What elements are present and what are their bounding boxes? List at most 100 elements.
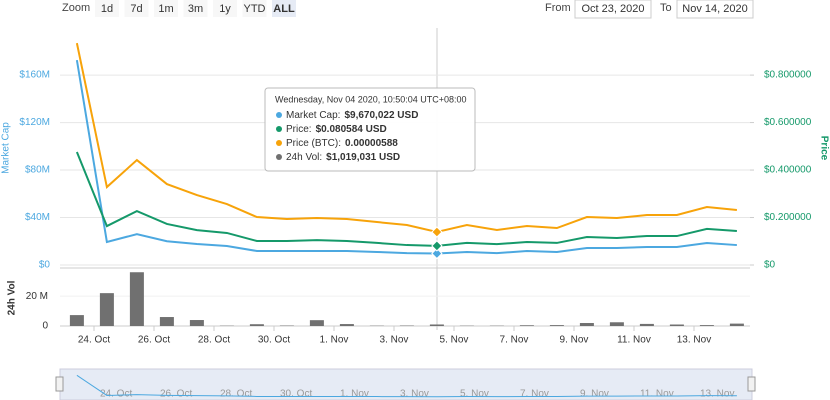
hover-marker: [431, 247, 443, 260]
tooltip-bullet: [276, 140, 282, 146]
zoom-button[interactable]: [124, 0, 149, 17]
zoom-button[interactable]: [183, 0, 208, 17]
zoom-button-label[interactable]: 7d: [130, 3, 142, 15]
y-tick-label: $120M: [19, 117, 50, 128]
zoom-button-label[interactable]: 1d: [101, 3, 113, 15]
tooltip-item: Market Cap: $9,670,022 USD: [286, 110, 418, 121]
navigator-label: 5. Nov: [460, 389, 489, 400]
x-tick-label: 28. Oct: [198, 335, 230, 346]
zoom-button[interactable]: [213, 0, 237, 17]
volume-bar: [159, 317, 174, 326]
zoom-button-label[interactable]: YTD: [244, 3, 266, 15]
zoom-button-label[interactable]: 1y: [219, 3, 231, 15]
volume-bar: [639, 323, 654, 326]
x-tick-label: 1. Nov: [320, 335, 349, 346]
zoom-button[interactable]: [272, 0, 296, 17]
volume-bar: [339, 324, 354, 326]
from-input[interactable]: [574, 0, 652, 19]
x-tick-label: 30. Oct: [258, 335, 290, 346]
tooltip-box: [264, 87, 476, 172]
tooltip: Wednesday, Nov 04 2020, 10:50:04 UTC+08:…: [264, 87, 476, 172]
y2-tick-label: $0.800000: [764, 70, 812, 81]
series-line: [75, 151, 737, 247]
volume-bar: [249, 324, 264, 326]
tooltip-item-value: $1,019,031 USD: [326, 152, 400, 163]
x-tick-label: 24. Oct: [78, 335, 110, 346]
zoom-button[interactable]: [95, 0, 119, 17]
y2-axis-title: Price: [818, 136, 829, 161]
zoom-button-label[interactable]: 1m: [158, 3, 173, 15]
vol-axis-title: 24h Vol: [7, 280, 18, 315]
navigator-label: 9. Nov: [580, 389, 609, 400]
tooltip-bullet: [276, 126, 282, 132]
navigator-handle[interactable]: [55, 376, 64, 392]
tooltip-header: Wednesday, Nov 04 2020, 10:50:04 UTC+08:…: [275, 94, 467, 104]
to-input[interactable]: [676, 0, 754, 19]
to-value[interactable]: Nov 14, 2020: [682, 3, 747, 15]
y2-tick-label: $0.600000: [764, 117, 812, 128]
y2-tick-label: $0: [764, 260, 776, 271]
y2-tick-label: $0.400000: [764, 165, 812, 176]
navigator-label: 26. Oct: [160, 389, 192, 400]
from-value[interactable]: Oct 23, 2020: [582, 3, 645, 15]
volume-bar: [429, 324, 444, 326]
series-line: [75, 42, 737, 234]
volume-bar: [309, 320, 324, 326]
navigator-label: 28. Oct: [220, 389, 252, 400]
vol-tick-label: 0: [42, 321, 48, 332]
tooltip-item-value: $9,670,022 USD: [344, 110, 418, 121]
volume-bar: [699, 325, 714, 326]
x-tick-label: 7. Nov: [500, 335, 529, 346]
navigator-label: 3. Nov: [400, 389, 429, 400]
volume-bar: [519, 325, 534, 326]
zoom-button-label[interactable]: 3m: [188, 3, 203, 15]
hover-marker: [431, 240, 443, 252]
x-tick-label: 11. Nov: [617, 335, 651, 346]
vol-tick-label: 20 M: [26, 291, 48, 302]
tooltip-item-label: Price:: [286, 124, 312, 135]
volume-bar: [189, 320, 204, 326]
x-tick-label: 9. Nov: [560, 335, 589, 346]
volume-bar: [99, 293, 114, 326]
tooltip-bullet: [276, 112, 282, 118]
y2-tick-label: $0.200000: [764, 212, 812, 223]
volume-bar: [69, 315, 84, 326]
zoom-button-label[interactable]: ALL: [273, 3, 295, 15]
zoom-button[interactable]: [242, 0, 267, 17]
navigator-label: 11. Nov: [640, 389, 674, 400]
to-label: To: [660, 2, 672, 14]
x-tick-label: 13. Nov: [677, 335, 711, 346]
volume-bar: [609, 322, 624, 326]
navigator-line: [76, 374, 737, 398]
x-tick-label: 3. Nov: [380, 335, 409, 346]
zoom-button[interactable]: [154, 0, 178, 17]
tooltip-item: Price (BTC): 0.00000588: [286, 138, 398, 149]
y-tick-label: $40M: [25, 212, 50, 223]
from-label: From: [545, 2, 571, 14]
y-axis-title: Market Cap: [1, 122, 12, 174]
x-tick-label: 26. Oct: [138, 335, 170, 346]
navigator-handle[interactable]: [747, 376, 756, 392]
y-tick-label: $0: [39, 260, 51, 271]
navigator-label: 1. Nov: [340, 389, 369, 400]
series-line: [75, 59, 737, 255]
zoom-label: Zoom: [62, 2, 90, 14]
volume-bar: [549, 325, 564, 326]
y-tick-label: $80M: [25, 165, 50, 176]
volume-bar: [729, 323, 744, 326]
volume-bar: [579, 323, 594, 326]
x-tick-label: 5. Nov: [440, 335, 469, 346]
navigator[interactable]: [59, 368, 753, 400]
navigator-label: 7. Nov: [520, 389, 549, 400]
tooltip-item-label: Market Cap:: [286, 110, 340, 121]
tooltip-item-label: 24h Vol:: [286, 152, 322, 163]
tooltip-item-value: 0.00000588: [345, 138, 398, 149]
y-tick-label: $160M: [19, 70, 50, 81]
tooltip-item: 24h Vol: $1,019,031 USD: [286, 152, 400, 163]
volume-bar: [129, 272, 144, 326]
tooltip-item: Price: $0.080584 USD: [286, 124, 387, 135]
tooltip-item-label: Price (BTC):: [286, 138, 341, 149]
hover-marker: [431, 226, 443, 238]
navigator-label: 24. Oct: [100, 389, 132, 400]
